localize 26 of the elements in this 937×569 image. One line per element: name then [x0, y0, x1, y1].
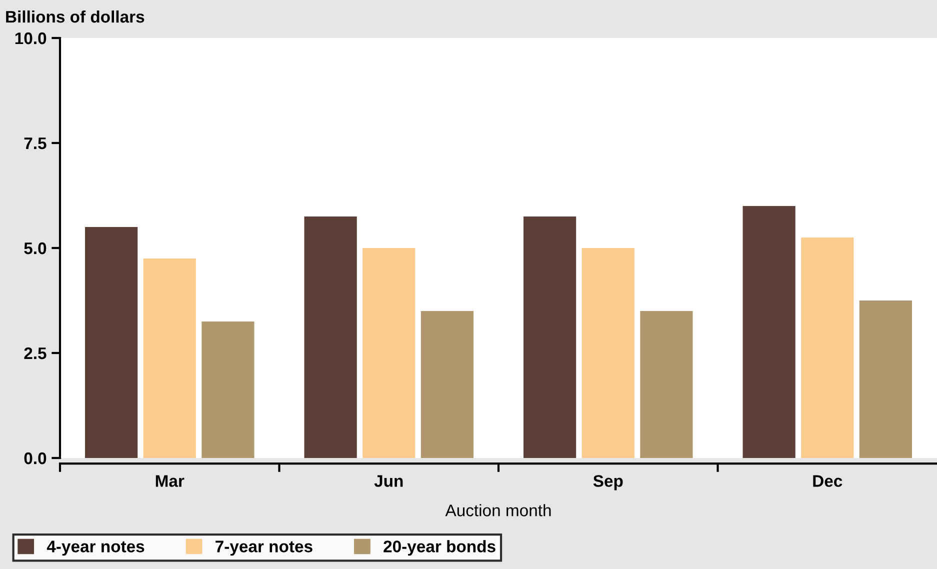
- x-tick-label: Mar: [156, 475, 184, 487]
- bar: [582, 248, 634, 458]
- bar: [202, 322, 254, 458]
- bar: [362, 248, 416, 458]
- bar: [143, 258, 196, 458]
- y-tick-label: 7.5: [24, 138, 46, 150]
- bar: [742, 206, 796, 458]
- bar: [523, 216, 576, 458]
- bar: [859, 300, 912, 458]
- y-tick-label: 2.5: [24, 347, 46, 360]
- legend-label: 7-year notes: [216, 540, 312, 556]
- bar: [420, 311, 474, 458]
- bar: [304, 216, 357, 458]
- y-tick-label: 5.0: [24, 242, 46, 254]
- x-tick-label: Dec: [813, 475, 842, 487]
- y-tick-label: 0.0: [24, 452, 46, 464]
- x-tick-label: Sep: [593, 475, 623, 490]
- bar: [801, 238, 854, 458]
- legend-label: 4-year notes: [46, 540, 144, 556]
- y-tick-label: 10.0: [15, 32, 46, 44]
- y-axis-title: Billions of dollars: [6, 10, 144, 23]
- x-axis-title: Auction month: [445, 504, 551, 516]
- x-tick-label: Jun: [374, 475, 403, 487]
- bar: [84, 227, 138, 458]
- legend-label: 20-year bonds: [384, 540, 496, 556]
- bar: [640, 311, 693, 458]
